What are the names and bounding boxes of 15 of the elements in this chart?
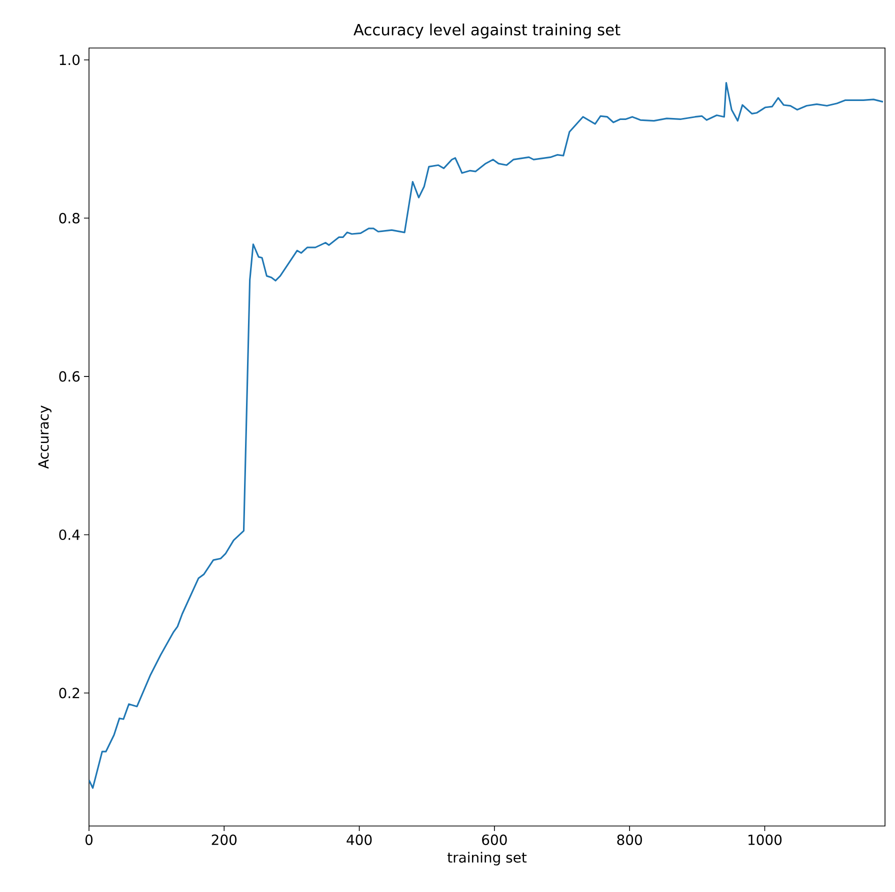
y-axis-title: Accuracy — [38, 406, 52, 469]
chart-title: Accuracy level against training set — [354, 24, 620, 39]
y-tick-label: 0.6 — [59, 371, 80, 382]
x-tick-label: 400 — [346, 834, 372, 846]
y-tick-label: 0.8 — [59, 212, 80, 224]
x-tick-label: 1000 — [748, 834, 782, 846]
y-tick-label: 0.2 — [59, 688, 80, 698]
y-tick-label: 0.4 — [59, 529, 80, 540]
line-series — [89, 82, 884, 789]
x-tick-label: 200 — [212, 834, 237, 846]
x-tick-label: 0 — [85, 834, 93, 846]
x-axis-title: training set — [447, 852, 527, 866]
y-tick-label: 1.0 — [60, 54, 80, 66]
x-tick-label: 800 — [617, 834, 642, 846]
x-tick-label: 600 — [482, 834, 507, 846]
